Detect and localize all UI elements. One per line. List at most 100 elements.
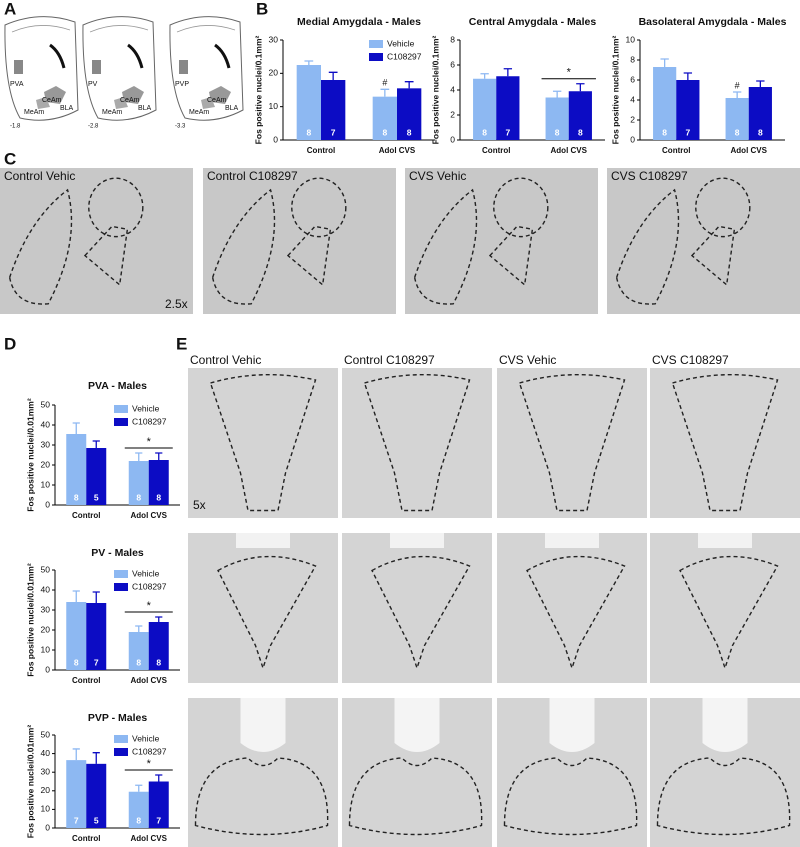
error-bar: [72, 590, 80, 602]
legend-swatch: [114, 735, 128, 743]
atlas-outline: [176, 25, 236, 33]
n-label: 8: [662, 127, 667, 137]
bar: [66, 602, 87, 670]
region-outline: [695, 177, 751, 238]
error-bar: [328, 71, 338, 80]
bar: [568, 91, 592, 140]
region-outline: [88, 177, 144, 238]
x-tick-label: Adol CVS: [551, 146, 588, 155]
error-bar: [92, 440, 100, 448]
legend-label: C108297: [387, 51, 422, 61]
image-label: CVS Vehic: [409, 169, 466, 183]
legend-label: C108297: [132, 416, 167, 426]
atlas-label: CeAm: [120, 97, 140, 104]
error-bar: [135, 625, 143, 632]
ventricle: [240, 698, 286, 752]
micrograph: [342, 533, 492, 683]
chart-title: PVA - Males: [88, 380, 147, 392]
bar: [148, 781, 169, 828]
atlas-outline: [11, 25, 71, 33]
micrograph: [188, 533, 338, 683]
y-tick-label: 40: [41, 419, 51, 429]
error-bar: [552, 90, 562, 98]
legend-swatch: [369, 40, 383, 48]
micrograph: [650, 368, 800, 518]
bar: [748, 87, 772, 140]
y-tick-label: 0: [45, 499, 50, 509]
magnification: 2.5x: [165, 297, 188, 311]
y-tick-label: 20: [41, 785, 51, 795]
ventricle: [236, 533, 290, 548]
n-label: 8: [156, 657, 161, 667]
atlas-label: CeAm: [42, 97, 62, 104]
micrograph: [188, 368, 338, 518]
n-label: 8: [735, 127, 740, 137]
bar: [473, 78, 497, 140]
error-bar: [404, 81, 414, 89]
bar: [86, 603, 107, 670]
y-tick-label: 20: [269, 68, 279, 78]
n-label: 8: [758, 127, 763, 137]
image-label: Control Vehic: [190, 353, 261, 367]
y-tick-label: 10: [41, 479, 51, 489]
atlas-region: [209, 86, 231, 104]
error-bar: [155, 616, 163, 622]
chart-title: Basolateral Amygdala - Males: [639, 16, 787, 28]
significance: *: [147, 436, 152, 448]
region-outline: [679, 555, 779, 671]
error-bar: [503, 68, 513, 77]
region-outline: [194, 757, 329, 836]
significance: *: [567, 67, 572, 79]
error-bar: [683, 72, 693, 80]
y-axis-label: Fos positive nuclei/0.01mm²: [25, 563, 35, 677]
n-label: 7: [94, 657, 99, 667]
y-tick-label: 4: [450, 84, 455, 94]
region-outline: [656, 757, 791, 836]
bregma-label: -1.8: [10, 124, 21, 130]
y-tick-label: 8: [630, 54, 635, 64]
y-tick-label: 30: [269, 34, 279, 44]
x-tick-label: Control: [482, 146, 510, 155]
bar: [148, 460, 169, 505]
bar: [128, 632, 149, 670]
error-bar: [92, 752, 100, 764]
atlas-region: [122, 86, 144, 104]
y-tick-label: 40: [41, 584, 51, 594]
image-label: CVS Vehic: [499, 353, 556, 367]
micrograph: [497, 533, 647, 683]
y-tick-label: 4: [630, 94, 635, 104]
bar: [86, 763, 107, 828]
bar: [545, 97, 569, 140]
y-axis-label: Fos positive nuclei/0.1mm²: [610, 36, 620, 145]
region-outline: [493, 177, 549, 238]
atlas-region: [36, 97, 50, 109]
ventricle: [698, 533, 752, 548]
bar: [653, 67, 677, 140]
x-tick-label: Adol CVS: [131, 676, 168, 685]
error-bar: [72, 748, 80, 761]
bar: [676, 80, 700, 140]
chart-title: PVP - Males: [88, 712, 147, 724]
y-tick-label: 10: [41, 644, 51, 654]
y-tick-label: 0: [630, 134, 635, 144]
n-label: 8: [306, 127, 311, 137]
significance: #: [735, 80, 740, 90]
error-bar: [756, 80, 765, 87]
bar: [397, 88, 422, 140]
n-label: 8: [407, 127, 412, 137]
atlas-outline: [49, 43, 66, 69]
x-tick-label: Control: [662, 146, 690, 155]
atlas-outline: [127, 43, 144, 69]
legend-label: Vehicle: [387, 38, 415, 48]
error-bar: [576, 83, 585, 92]
error-bar: [155, 774, 163, 782]
error-bar: [72, 422, 80, 434]
n-label: 8: [136, 657, 141, 667]
atlas-label: MeAm: [24, 109, 44, 116]
n-label: 5: [94, 492, 99, 502]
bar: [128, 791, 149, 828]
region-outline: [488, 225, 534, 287]
x-tick-label: Control: [307, 146, 335, 155]
x-tick-label: Adol CVS: [131, 834, 168, 843]
chart-title: Medial Amygdala - Males: [297, 16, 421, 28]
